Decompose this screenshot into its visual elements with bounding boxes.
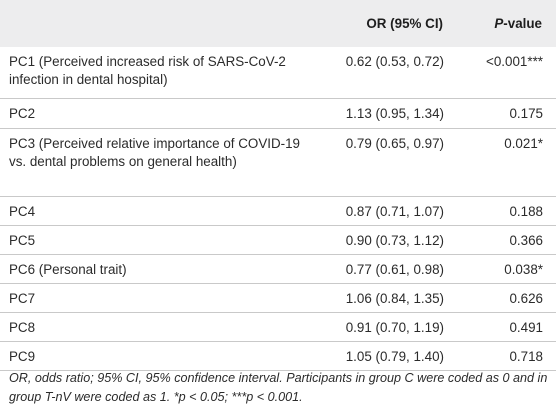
row-or: 1.13 (0.95, 1.34) xyxy=(315,98,457,129)
row-or: 0.77 (0.61, 0.98) xyxy=(315,254,457,284)
row-label: PC6 (Personal trait) xyxy=(0,254,315,284)
table-row: PC1 (Perceived increased risk of SARS-Co… xyxy=(0,47,556,99)
header-p-suffix: -value xyxy=(503,15,542,31)
header-or-ci: OR (95% CI) xyxy=(366,15,443,31)
row-label: PC2 xyxy=(0,98,315,129)
row-p-value: 0.366 xyxy=(457,225,556,255)
row-or: 0.62 (0.53, 0.72) xyxy=(315,47,457,99)
row-p-value: 0.626 xyxy=(457,283,556,313)
row-or: 0.79 (0.65, 0.97) xyxy=(315,128,457,197)
row-or: 0.87 (0.71, 1.07) xyxy=(315,196,457,226)
table-footnote: OR, odds ratio; 95% CI, 95% confidence i… xyxy=(9,371,548,404)
row-label: PC7 xyxy=(0,283,315,313)
table-row: PC2 1.13 (0.95, 1.34) 0.175 xyxy=(0,98,556,129)
table-header-row: OR (95% CI) P-value xyxy=(0,0,556,47)
row-or: 0.91 (0.70, 1.19) xyxy=(315,312,457,342)
row-p-value: 0.038* xyxy=(457,254,556,284)
row-or: 1.06 (0.84, 1.35) xyxy=(315,283,457,313)
row-label: PC3 (Perceived relative importance of CO… xyxy=(0,128,315,197)
row-or: 1.05 (0.79, 1.40) xyxy=(315,341,457,371)
row-p-value: 0.175 xyxy=(457,98,556,129)
header-blank xyxy=(0,0,315,47)
table-row: PC8 0.91 (0.70, 1.19) 0.491 xyxy=(0,312,556,342)
header-p-value: P-value xyxy=(457,0,556,47)
row-p-value: 0.718 xyxy=(457,341,556,371)
results-table: OR (95% CI) P-value PC1 (Perceived incre… xyxy=(0,0,556,371)
row-p-value: 0.188 xyxy=(457,196,556,226)
row-or: 0.90 (0.73, 1.12) xyxy=(315,225,457,255)
table-row: PC3 (Perceived relative importance of CO… xyxy=(0,128,556,197)
header-p-letter: P xyxy=(494,15,504,31)
row-p-value: 0.491 xyxy=(457,312,556,342)
row-p-value: <0.001*** xyxy=(457,47,556,99)
table-row: PC6 (Personal trait) 0.77 (0.61, 0.98) 0… xyxy=(0,254,556,284)
table-row: PC5 0.90 (0.73, 1.12) 0.366 xyxy=(0,225,556,255)
row-label: PC5 xyxy=(0,225,315,255)
table-row: PC4 0.87 (0.71, 1.07) 0.188 xyxy=(0,196,556,226)
row-label: PC4 xyxy=(0,196,315,226)
row-label: PC9 xyxy=(0,341,315,371)
table-row: PC7 1.06 (0.84, 1.35) 0.626 xyxy=(0,283,556,313)
row-p-value: 0.021* xyxy=(457,128,556,197)
row-label: PC8 xyxy=(0,312,315,342)
table-row: PC9 1.05 (0.79, 1.40) 0.718 xyxy=(0,341,556,371)
row-label: PC1 (Perceived increased risk of SARS-Co… xyxy=(0,47,315,99)
